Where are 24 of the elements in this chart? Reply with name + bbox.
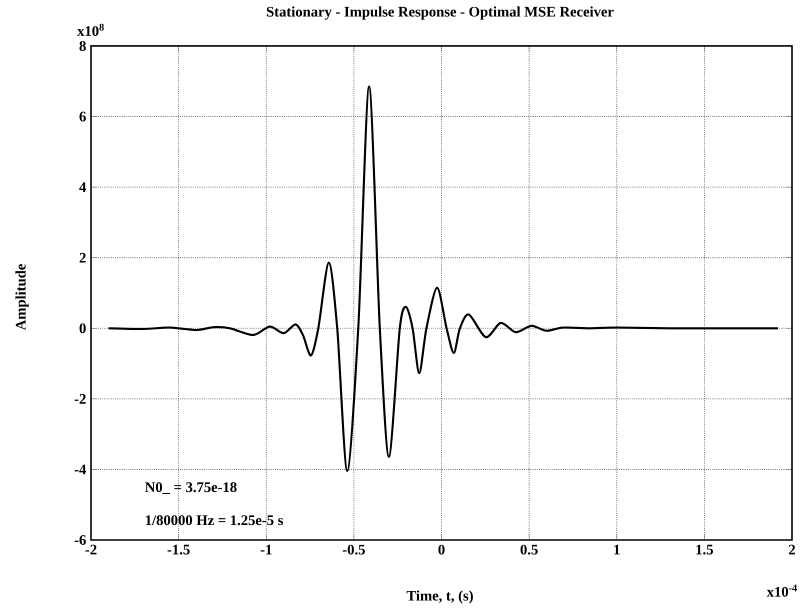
y-axis-title: Amplitude <box>15 264 29 330</box>
annotation: N0_ = 3.75e-18 <box>145 482 237 494</box>
text: x10$^{8}$ <box>77 24 104 36</box>
x-tick-label: 0 <box>438 544 445 555</box>
y-tick-label: 4 <box>79 182 86 192</box>
chart-title: Stationary - Impulse Response - Optimal MSE Receiver <box>266 6 614 20</box>
x-tick-label: 1 <box>614 544 620 554</box>
y-tick-label: 6 <box>80 112 86 122</box>
x-tick-label: -0.5 <box>342 544 365 555</box>
x-tick-label: 2 <box>788 544 796 554</box>
x-tick-label: -1.5 <box>168 544 190 555</box>
x-tick-label: 0.5 <box>520 544 538 555</box>
x-tick-label: 1.5 <box>696 544 713 555</box>
y-tick-label: -2 <box>74 394 86 404</box>
x-axis-title: Time, t, (s) <box>406 590 473 604</box>
text: x10$^{-4}$ <box>766 584 797 597</box>
annotation: 1/80000 Hz = 1.25e-5 s <box>146 515 284 526</box>
y-tick-label: 2 <box>80 252 86 263</box>
x-tick-label: -1 <box>260 544 272 554</box>
y-tick-label: 8 <box>79 41 86 51</box>
y-tick-label: 0 <box>80 323 86 334</box>
y-tick-label: -4 <box>74 464 86 474</box>
line-series <box>107 86 780 472</box>
y-tick-label: -6 <box>74 535 86 545</box>
